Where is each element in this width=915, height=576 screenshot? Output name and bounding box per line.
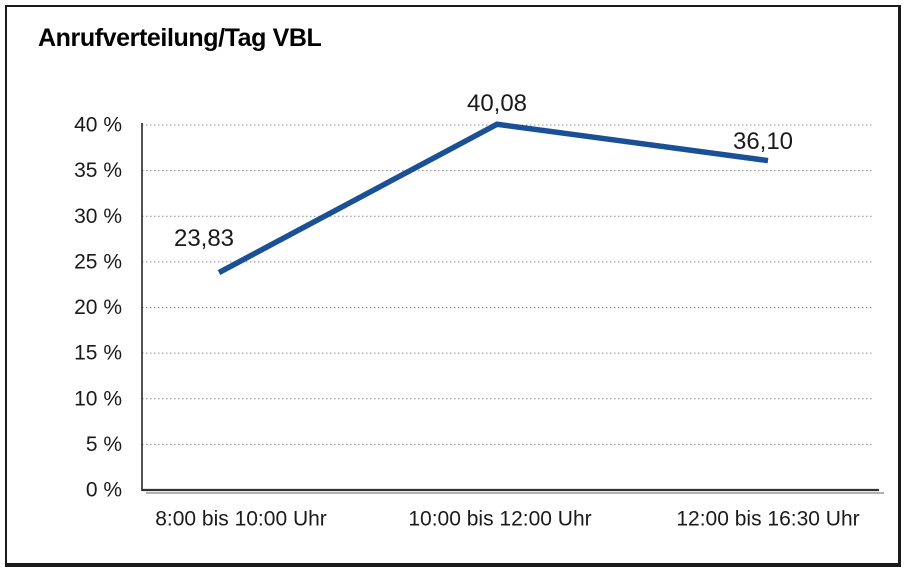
- y-tick-label: 20 %: [74, 296, 122, 319]
- page-border-frame: [5, 5, 901, 567]
- x-axis-label: 8:00 bis 10:00 Uhr: [155, 508, 327, 531]
- y-tick-label: 10 %: [74, 387, 122, 410]
- y-tick-label: 30 %: [74, 205, 122, 228]
- y-tick-label: 25 %: [74, 250, 122, 273]
- chart-title: Anrufverteilung/Tag VBL: [38, 24, 322, 52]
- y-tick-label: 35 %: [74, 159, 122, 182]
- data-point-label: 23,83: [174, 225, 234, 252]
- y-tick-label: 5 %: [86, 433, 122, 456]
- data-point-label: 36,10: [733, 128, 793, 155]
- data-line: [217, 121, 769, 275]
- y-tick-label: 15 %: [74, 342, 122, 365]
- x-axis-label: 10:00 bis 12:00 Uhr: [408, 508, 591, 531]
- data-point-label: 40,08: [467, 90, 527, 117]
- y-tick-label: 40 %: [74, 114, 122, 137]
- x-axis-label: 12:00 bis 16:30 Uhr: [676, 508, 859, 531]
- y-tick-label: 0 %: [86, 479, 122, 502]
